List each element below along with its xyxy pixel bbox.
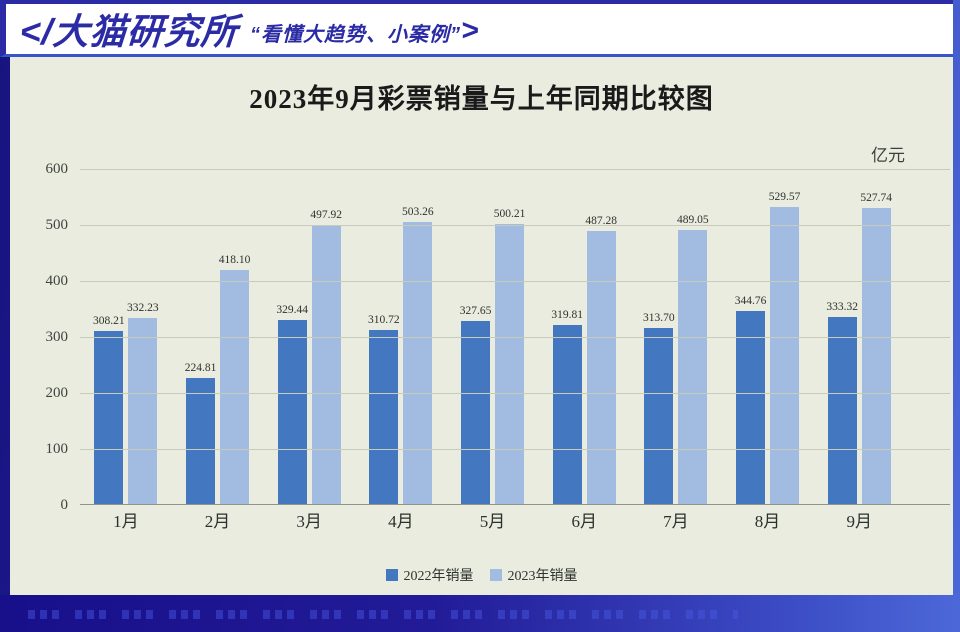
axis-unit-label: 亿元 <box>871 146 905 165</box>
bar: 310.72 <box>368 314 400 504</box>
bar-value-label: 418.10 <box>218 253 251 266</box>
bar-group: 344.76 529.57 <box>722 169 814 504</box>
legend-swatch <box>385 569 398 581</box>
bar-value-label: 310.72 <box>368 314 400 326</box>
bar: 313.70 <box>643 312 675 504</box>
bar-group: 333.32 527.74 <box>813 169 905 504</box>
y-tick-label: 300 <box>45 329 69 345</box>
y-tick-label: 100 <box>45 441 69 457</box>
chart-legend: 2022年销量 2023年销量 <box>10 565 953 585</box>
bar: 224.81 <box>185 362 216 504</box>
bar-group: 329.44 497.92 <box>263 169 355 504</box>
bar: 487.28 <box>585 215 617 504</box>
y-tick-label: 400 <box>45 273 69 289</box>
x-tick-label: 5月 <box>479 512 506 531</box>
bar: 489.05 <box>677 214 709 504</box>
bar-group: 224.81 418.10 <box>172 169 264 504</box>
legend-label: 2022年销量 <box>403 569 474 584</box>
bar-value-label: 527.74 <box>860 192 893 205</box>
bar-value-label: 319.81 <box>551 308 583 321</box>
brand-logo: </大猫研究所 <box>18 11 240 52</box>
x-tick-label: 8月 <box>754 512 781 531</box>
gridline <box>80 169 950 170</box>
chart-card: 2023年9月彩票销量与上年同期比较图 亿元 308.21 332.23 224.8… <box>10 57 953 595</box>
bar-value-label: 489.05 <box>677 214 709 227</box>
bar-value-label: 344.76 <box>734 294 767 307</box>
bar: 308.21 <box>93 315 125 504</box>
bar-value-label: 487.28 <box>585 215 617 228</box>
y-tick-label: 200 <box>45 385 69 401</box>
gridline <box>80 393 950 394</box>
bar: 319.81 <box>551 309 583 504</box>
bar: 333.32 <box>826 301 858 504</box>
y-tick-label: 600 <box>45 161 69 177</box>
bar-value-label: 500.21 <box>493 207 526 220</box>
footer-band <box>0 595 960 632</box>
bars-row: 308.21 332.23 224.81 418.10 329.44 497.92 310.… <box>80 169 905 504</box>
bar-value-label: 329.44 <box>276 303 308 316</box>
gridline <box>80 225 950 226</box>
x-axis-labels: 1月 2月 3月 4月 5月 6月 7月 8月 9月 <box>80 507 905 532</box>
gridline <box>80 337 950 338</box>
x-tick-label: 2月 <box>204 512 231 531</box>
y-tick-label: 500 <box>45 217 69 233</box>
bar: 332.23 <box>127 302 159 504</box>
bar: 497.92 <box>310 209 342 504</box>
bar-value-label: 308.21 <box>93 315 125 328</box>
legend-swatch <box>489 569 502 581</box>
gridline <box>80 449 950 450</box>
plot-area: 308.21 332.23 224.81 418.10 329.44 497.92 310.… <box>46 161 950 513</box>
bar-group: 327.65 500.21 <box>447 169 539 504</box>
bar-value-label: 497.92 <box>310 209 342 222</box>
bar: 529.57 <box>769 191 800 504</box>
bar-value-label: 224.81 <box>184 362 217 375</box>
chart-title: 2023年9月彩票销量与上年同期比较图 <box>249 84 714 114</box>
legend-label: 2023年销量 <box>507 569 578 584</box>
bar-group: 319.81 487.28 <box>538 169 630 504</box>
header-banner: </大猫研究所 “看懂大趋势、小案例” > <box>0 0 953 57</box>
bar: 500.21 <box>494 208 525 504</box>
bar-group: 313.70 489.05 <box>630 169 722 504</box>
bar-value-label: 332.23 <box>127 301 159 314</box>
brand-tagline: “看懂大趋势、小案例” <box>250 23 462 46</box>
bar: 329.44 <box>276 304 308 504</box>
bar-value-label: 327.65 <box>459 304 492 317</box>
bar: 527.74 <box>860 192 892 504</box>
gridline <box>80 281 950 282</box>
bar: 418.10 <box>219 254 250 504</box>
bar-group: 310.72 503.26 <box>355 169 447 504</box>
y-tick-label: 0 <box>60 497 69 513</box>
x-tick-label: 4月 <box>388 512 414 531</box>
bar-group: 308.21 332.23 <box>80 169 172 504</box>
x-tick-label: 1月 <box>113 512 139 531</box>
legend-item: 2022年销量 <box>385 565 474 585</box>
arrow-right-icon: > <box>461 14 479 47</box>
footer-dots-pattern <box>28 610 738 619</box>
bar: 327.65 <box>460 305 491 504</box>
bar-value-label: 333.32 <box>826 301 859 314</box>
bar: 344.76 <box>735 295 766 504</box>
x-tick-label: 7月 <box>663 512 689 531</box>
x-tick-label: 3月 <box>296 512 322 531</box>
x-tick-label: 9月 <box>846 512 872 531</box>
bar-value-label: 313.70 <box>643 312 675 325</box>
x-tick-label: 6月 <box>571 512 597 531</box>
bar-value-label: 503.26 <box>402 206 434 219</box>
bar: 503.26 <box>402 206 434 504</box>
bar-value-label: 529.57 <box>768 191 801 204</box>
legend-item: 2023年销量 <box>489 565 578 585</box>
